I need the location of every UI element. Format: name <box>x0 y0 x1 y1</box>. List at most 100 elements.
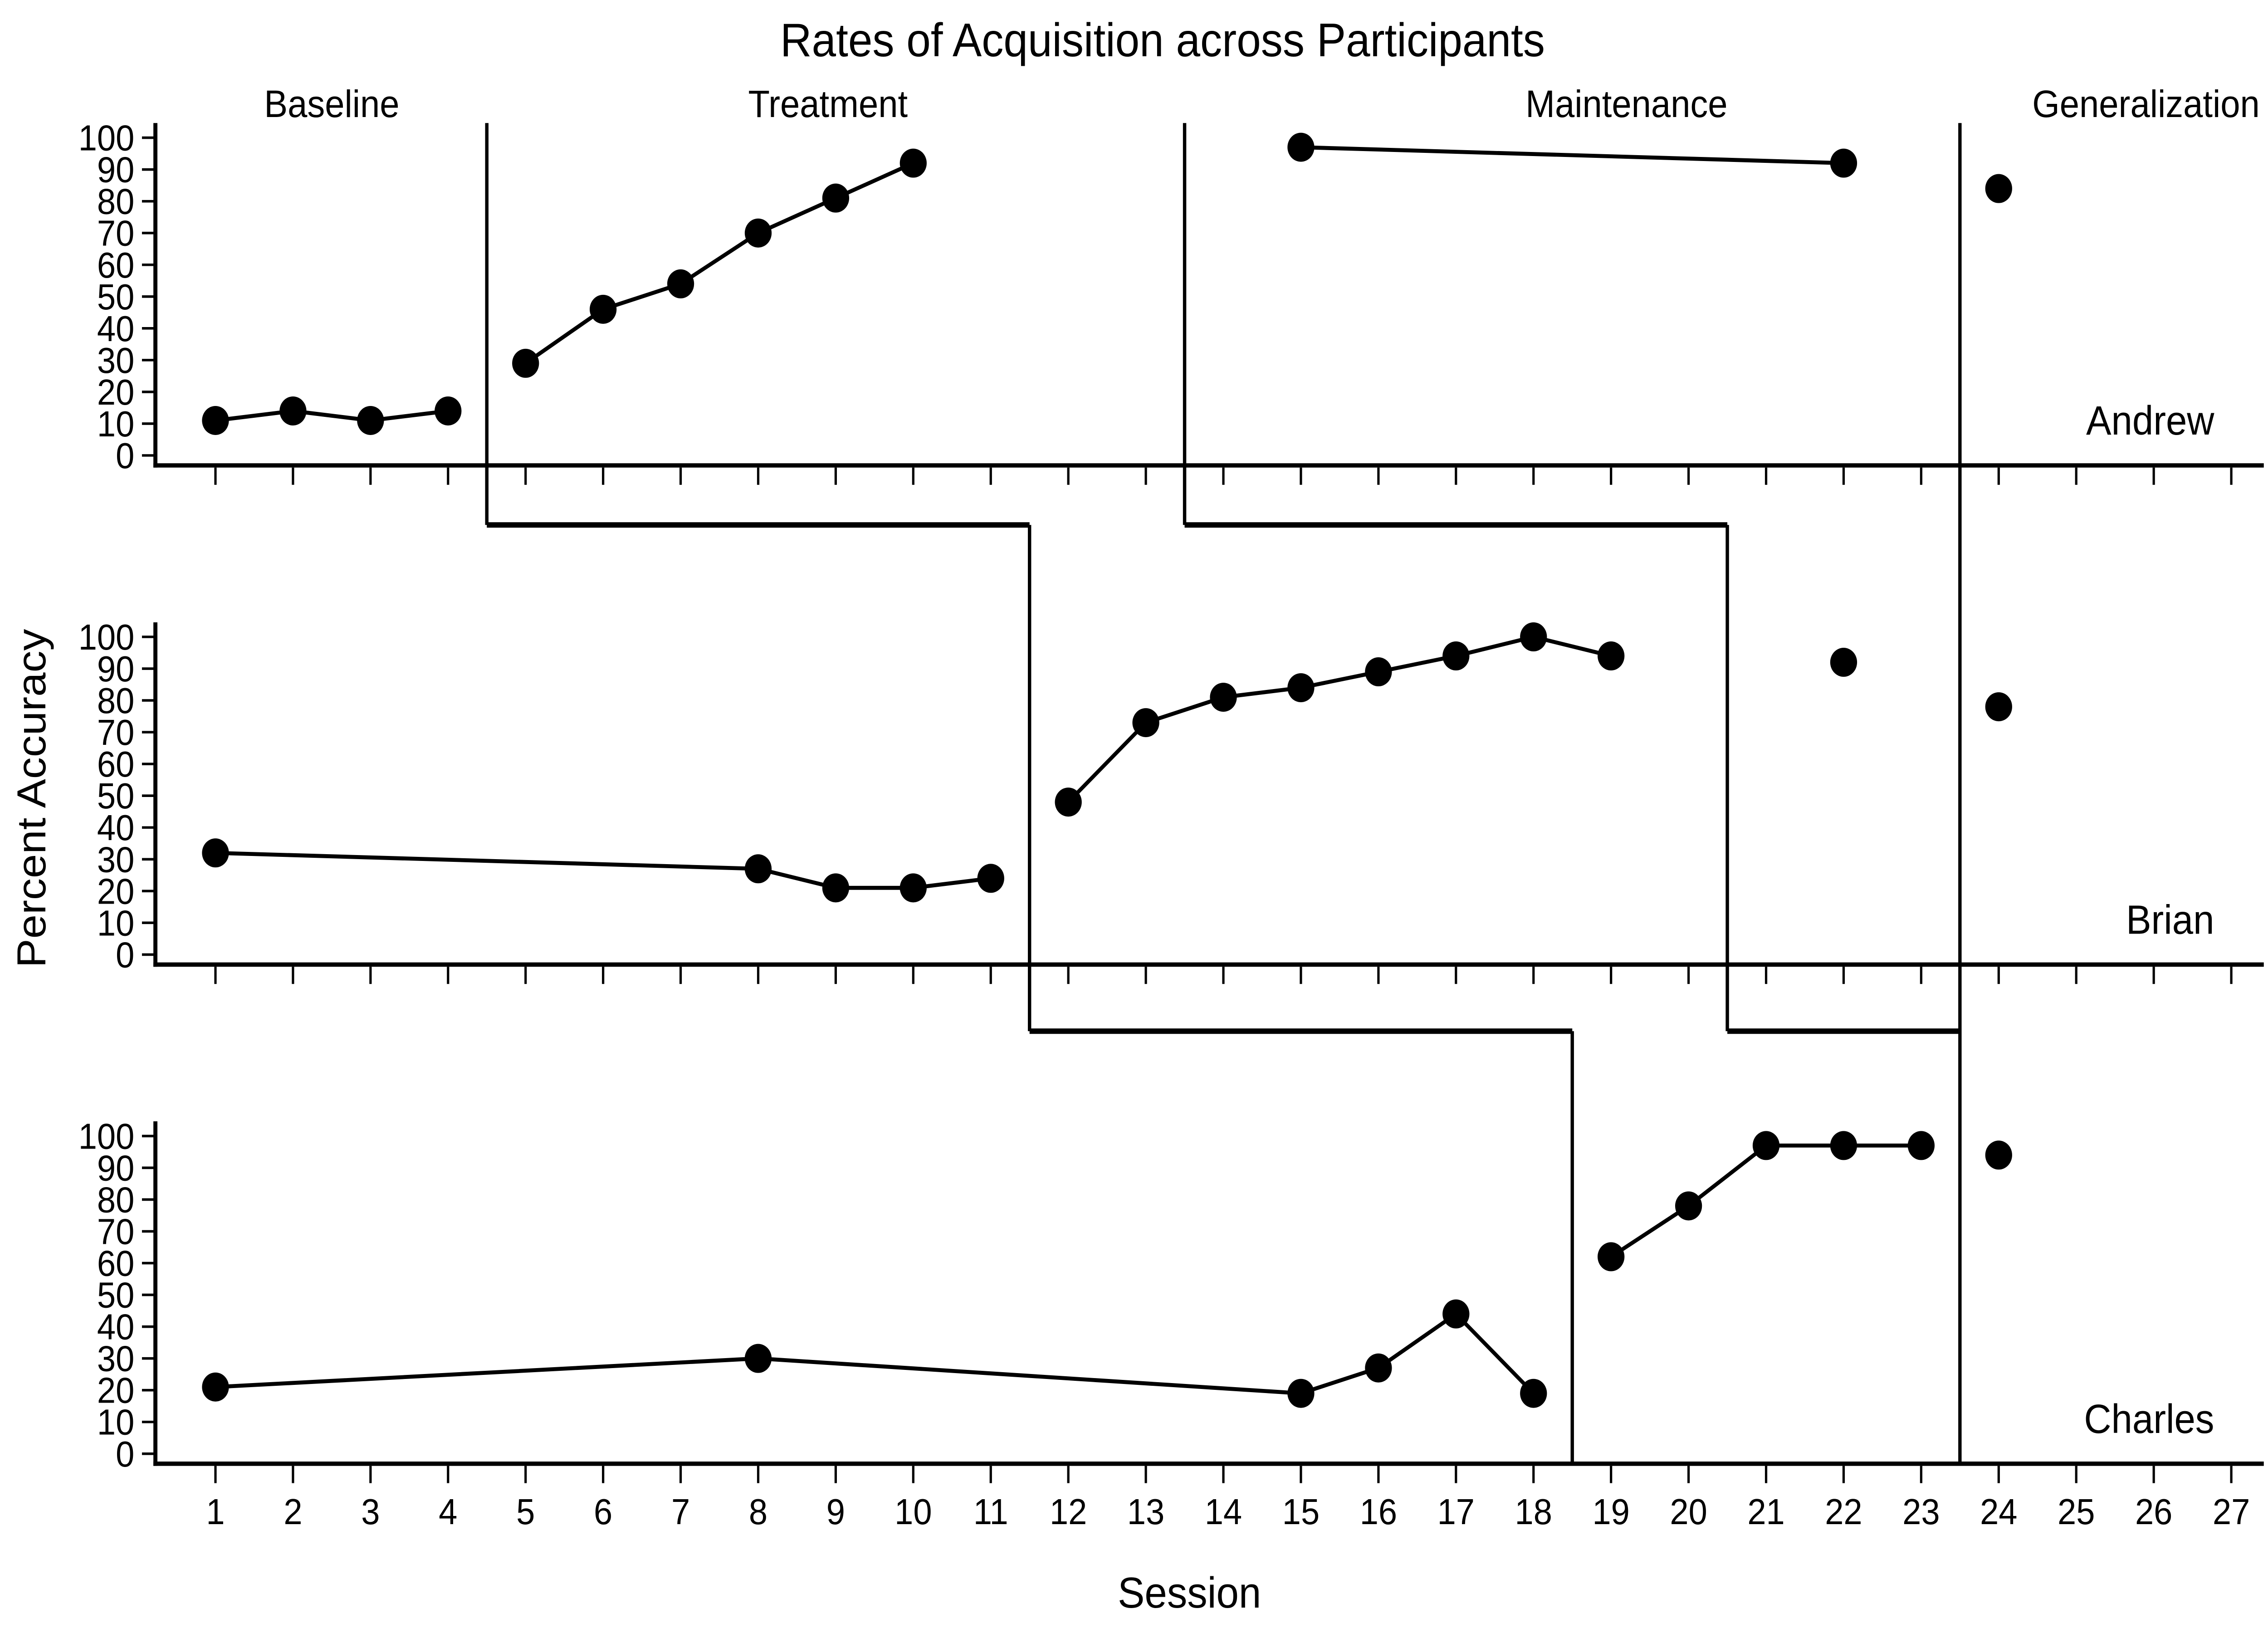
data-point <box>1442 1299 1470 1329</box>
data-point <box>357 406 384 435</box>
data-point <box>1365 1353 1392 1383</box>
data-point <box>1907 1131 1935 1160</box>
x-tick-label: 4 <box>439 1491 457 1532</box>
data-point <box>899 148 927 178</box>
data-point <box>1752 1131 1780 1160</box>
phase-label-baseline: Baseline <box>264 83 399 125</box>
x-tick-label: 5 <box>516 1491 535 1532</box>
x-tick-label: 23 <box>1902 1491 1940 1532</box>
y-tick-label: 40 <box>97 308 134 349</box>
data-point <box>1598 641 1625 671</box>
data-point <box>512 348 539 378</box>
data-point <box>1287 132 1315 162</box>
phase-boundary-lines <box>485 123 1962 1464</box>
y-tick-label: 10 <box>97 1402 134 1442</box>
y-axis-title: Percent Accuracy <box>9 629 54 968</box>
y-tick-label: 20 <box>97 1370 134 1411</box>
y-tick-label: 60 <box>97 245 134 285</box>
x-tick-label: 21 <box>1747 1491 1784 1532</box>
x-tick-label: 19 <box>1592 1491 1629 1532</box>
data-line-maintenance <box>1300 145 1844 166</box>
data-point <box>1210 683 1237 712</box>
y-tick-label: 90 <box>97 150 134 190</box>
x-tick-label: 15 <box>1282 1491 1320 1532</box>
data-point <box>1132 708 1159 738</box>
y-tick-label: 100 <box>78 617 135 657</box>
participant-label: Charles <box>2084 1396 2214 1442</box>
y-tick-label: 10 <box>97 903 134 944</box>
y-tick-label: 70 <box>97 713 134 753</box>
x-tick-label: 10 <box>894 1491 932 1532</box>
data-point <box>1985 692 2012 722</box>
x-tick-labels: 1 2 3 4 5 6 7 8 9 10 11 12 13 14 15 16 17 18 19 20 21 22 23 24 2… <box>206 1491 2250 1532</box>
data-point <box>1985 174 2012 203</box>
y-tick-label: 70 <box>97 1212 134 1252</box>
data-line-treatment <box>524 161 914 365</box>
x-tick-label: 20 <box>1670 1491 1707 1532</box>
y-tick-label: 60 <box>97 744 134 785</box>
participant-label: Brian <box>2126 897 2214 943</box>
data-point <box>590 294 617 324</box>
x-tick-label: 13 <box>1127 1491 1164 1532</box>
data-point <box>1055 787 1082 817</box>
data-point <box>1830 1131 1857 1160</box>
y-tick-label: 80 <box>97 181 134 222</box>
x-tick-label: 18 <box>1515 1491 1552 1532</box>
x-tick-label: 7 <box>671 1491 690 1532</box>
x-tick-label: 1 <box>206 1491 225 1532</box>
x-tick-label: 25 <box>2058 1491 2095 1532</box>
x-tick-label: 17 <box>1437 1491 1475 1532</box>
data-point <box>1520 1379 1547 1408</box>
phase-label-generalization: Generalization <box>2032 83 2259 125</box>
data-point <box>822 873 850 903</box>
x-axis-title: Session <box>1118 1568 1261 1617</box>
phase-label-maintenance: Maintenance <box>1525 83 1727 125</box>
data-point <box>1675 1191 1702 1221</box>
data-point <box>822 183 850 213</box>
data-point <box>1985 1140 2012 1170</box>
y-tick-label: 90 <box>97 1148 134 1188</box>
data-point <box>1830 648 1857 677</box>
y-tick-label: 60 <box>97 1243 134 1284</box>
data-point <box>744 1344 772 1373</box>
data-point <box>1598 1242 1625 1271</box>
y-tick-label: 0 <box>116 435 134 476</box>
data-point <box>1442 641 1470 671</box>
chart-title: Rates of Acquisition across Participants <box>780 14 1545 67</box>
phase-labels: Baseline Treatment Maintenance Generalizati… <box>264 83 2260 125</box>
phase-label-treatment: Treatment <box>748 83 908 125</box>
y-tick-label: 40 <box>97 808 134 848</box>
data-point <box>667 269 694 298</box>
y-tick-label: 70 <box>97 213 134 254</box>
participant-label: Andrew <box>2086 398 2214 444</box>
y-tick-label: 20 <box>97 871 134 912</box>
data-point <box>1287 673 1315 703</box>
data-point <box>202 406 229 435</box>
data-point <box>1520 622 1547 651</box>
x-tick-label: 2 <box>284 1491 302 1532</box>
x-tick-label: 22 <box>1825 1491 1862 1532</box>
x-tick-label: 16 <box>1360 1491 1397 1532</box>
data-line-baseline <box>215 851 991 890</box>
x-tick-label: 8 <box>749 1491 767 1532</box>
x-tick-label: 26 <box>2135 1491 2172 1532</box>
data-point <box>1365 657 1392 687</box>
y-tick-label: 30 <box>97 340 134 381</box>
y-tick-label: 20 <box>97 372 134 412</box>
y-tick-label: 30 <box>97 1339 134 1379</box>
data-point <box>977 864 1004 893</box>
y-tick-label: 50 <box>97 776 134 816</box>
x-tick-label: 6 <box>594 1491 612 1532</box>
data-line-baseline <box>215 409 449 423</box>
x-tick-label: 11 <box>973 1491 1008 1532</box>
y-tick-label: 40 <box>97 1307 134 1347</box>
x-tick-label: 3 <box>361 1491 380 1532</box>
y-tick-label: 80 <box>97 680 134 721</box>
data-point <box>202 838 229 868</box>
data-point <box>744 854 772 884</box>
